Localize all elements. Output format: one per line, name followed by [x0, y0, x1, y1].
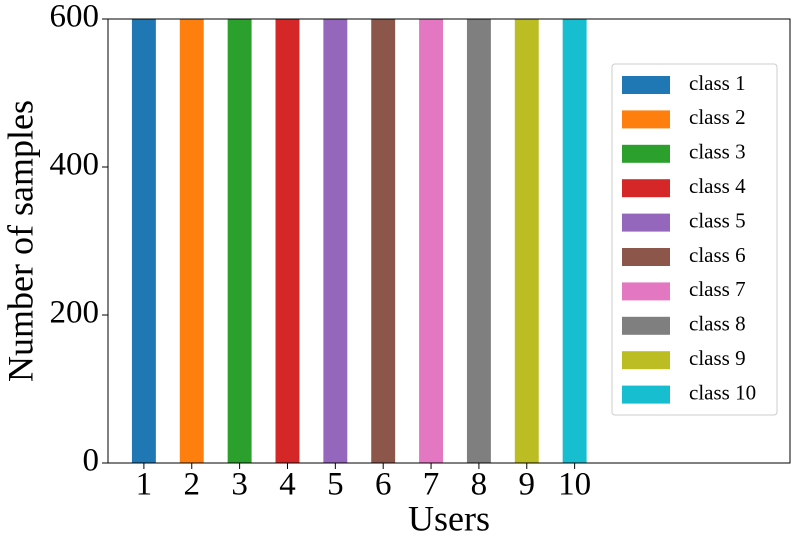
legend-swatch [622, 385, 670, 404]
legend-swatch [622, 213, 670, 232]
legend-label: class 4 [689, 174, 746, 198]
bar-segment [371, 19, 396, 463]
legend-label: class 1 [689, 71, 746, 95]
x-tick-label: 10 [558, 467, 591, 503]
bar-segment [419, 19, 444, 463]
legend-swatch [622, 351, 670, 370]
bar-segment [514, 19, 539, 463]
y-tick-label: 400 [50, 147, 100, 183]
y-tick-label: 200 [50, 295, 100, 331]
legend-swatch [622, 282, 670, 301]
x-axis-label: Users [408, 498, 490, 538]
x-tick-label: 5 [327, 467, 344, 503]
legend-label: class 2 [689, 105, 746, 129]
bar-segment [562, 19, 587, 463]
legend-label: class 7 [689, 277, 746, 301]
bar-segment [179, 19, 204, 463]
bar-segment [131, 19, 156, 463]
y-tick-label: 600 [50, 0, 100, 35]
legend-label: class 10 [689, 380, 756, 404]
legend-label: class 3 [689, 140, 746, 164]
legend-label: class 9 [689, 346, 746, 370]
legend-label: class 6 [689, 243, 746, 267]
x-tick-label: 1 [136, 467, 153, 503]
y-axis-label: Number of samples [0, 100, 40, 382]
legend-label: class 8 [689, 312, 746, 336]
legend-swatch [622, 248, 670, 266]
legend-swatch [622, 76, 670, 94]
x-tick-label: 3 [231, 467, 248, 503]
bar-segment [323, 19, 348, 463]
bar-segment [227, 19, 252, 463]
legend-label: class 5 [689, 208, 746, 232]
legend-swatch [622, 316, 670, 335]
x-tick-label: 7 [423, 467, 440, 503]
legend-swatch [622, 144, 670, 163]
plot-frame [107, 18, 791, 464]
y-tick-label: 0 [83, 443, 100, 479]
bar-segment [466, 19, 491, 463]
bar-segment [275, 19, 300, 463]
x-tick-label: 8 [471, 467, 488, 503]
x-tick-label: 9 [519, 467, 536, 503]
x-tick-label: 4 [279, 467, 296, 503]
legend-swatch [622, 179, 670, 198]
x-tick-label: 2 [184, 467, 201, 503]
x-tick-label: 6 [375, 467, 392, 503]
legend-swatch [622, 110, 670, 129]
